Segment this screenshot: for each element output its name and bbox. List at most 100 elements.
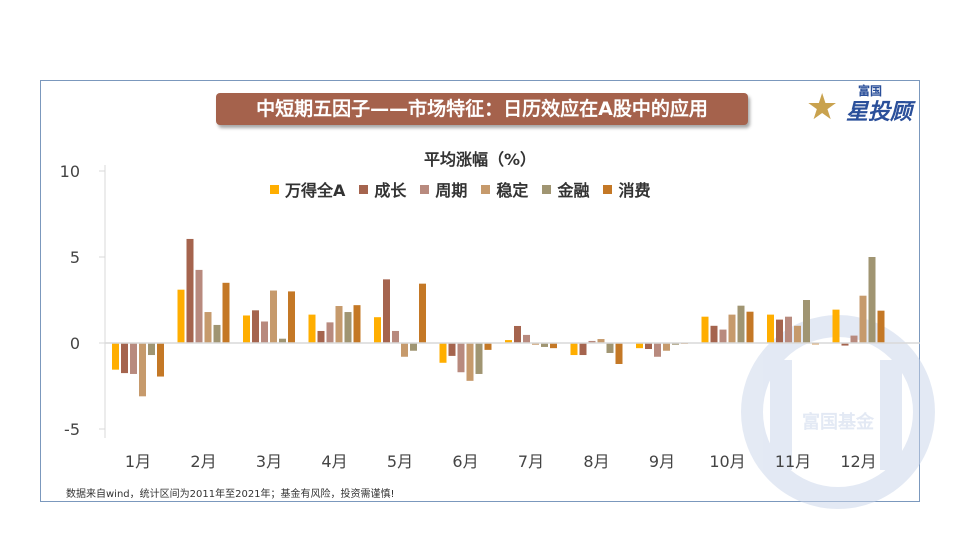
bar-周期-9月 <box>654 343 661 357</box>
x-tick-label: 8月 <box>583 452 609 471</box>
x-tick-label: 7月 <box>518 452 544 471</box>
bar-万得全A-9月 <box>636 343 643 349</box>
bar-稳定-2月 <box>204 312 212 343</box>
bar-周期-5月 <box>392 330 399 343</box>
bar-金融-10月 <box>737 305 745 343</box>
bar-万得全A-3月 <box>243 315 250 343</box>
legend-item: 金融 <box>542 177 589 201</box>
bar-稳定-12月 <box>859 295 867 343</box>
bar-周期-6月 <box>457 343 465 373</box>
y-tick-label: 10 <box>60 162 80 181</box>
bar-成长-6月 <box>448 343 456 356</box>
bar-周期-2月 <box>195 269 203 343</box>
bar-万得全A-10月 <box>701 316 709 343</box>
legend-swatch <box>420 184 430 194</box>
legend-item: 成长 <box>359 177 406 201</box>
bar-成长-10月 <box>710 325 718 343</box>
bar-稳定-7月 <box>532 343 539 345</box>
footnote: 数据来自wind，统计区间为2011年至2021年；基金有风险，投资需谨慎! <box>66 489 395 500</box>
bar-消费-12月 <box>877 310 885 343</box>
bar-成长-5月 <box>383 279 390 343</box>
legend-item: 万得全A <box>270 177 345 201</box>
x-tick-label: 9月 <box>649 452 675 471</box>
bar-金融-11月 <box>803 300 810 343</box>
bar-成长-8月 <box>579 343 587 356</box>
x-tick-label: 5月 <box>387 452 413 471</box>
bar-金融-7月 <box>541 343 548 347</box>
y-tick-label: -5 <box>64 420 80 439</box>
bar-稳定-4月 <box>335 306 343 343</box>
bar-万得全A-8月 <box>570 343 578 356</box>
bar-金融-6月 <box>475 343 483 374</box>
bar-稳定-11月 <box>794 325 801 343</box>
bar-万得全A-4月 <box>308 314 316 343</box>
bar-稳定-6月 <box>466 343 474 381</box>
legend-label: 成长 <box>374 181 407 200</box>
bar-周期-8月 <box>588 340 596 343</box>
bar-万得全A-12月 <box>832 309 840 343</box>
legend-label: 消费 <box>618 181 651 200</box>
bar-万得全A-7月 <box>505 340 512 343</box>
x-tick-label: 1月 <box>125 452 151 471</box>
bar-消费-3月 <box>288 291 295 343</box>
bar-成长-4月 <box>317 330 325 343</box>
bar-金融-8月 <box>606 343 614 353</box>
legend: 万得全A 成长 周期 稳定 金融 消费 <box>270 177 650 201</box>
bar-周期-12月 <box>850 335 858 343</box>
legend-label: 万得全A <box>285 181 346 200</box>
bar-金融-5月 <box>410 343 417 351</box>
legend-swatch <box>359 184 369 194</box>
bar-万得全A-2月 <box>177 289 185 343</box>
bar-消费-7月 <box>550 343 557 349</box>
legend-item: 周期 <box>420 177 467 201</box>
watermark-logo: 富国基金 <box>741 315 935 509</box>
star-icon: ★ <box>806 90 839 126</box>
bar-金融-4月 <box>344 312 352 343</box>
y-tick-label: 0 <box>70 334 80 353</box>
bar-成长-11月 <box>776 319 783 343</box>
legend-swatch <box>542 184 552 194</box>
bar-消费-1月 <box>157 343 164 377</box>
bar-稳定-8月 <box>597 339 605 343</box>
bar-周期-11月 <box>785 316 792 343</box>
bar-成长-12月 <box>841 343 849 346</box>
logo-big-text: 星投顾 <box>846 100 913 125</box>
legend-item: 消费 <box>603 177 650 201</box>
bar-消费-2月 <box>222 282 230 343</box>
bar-万得全A-6月 <box>439 343 447 363</box>
chart-frame <box>40 80 920 502</box>
y-tick-label: 5 <box>70 248 80 267</box>
bar-万得全A-5月 <box>374 317 381 343</box>
bar-金融-2月 <box>213 324 221 343</box>
bar-金融-9月 <box>672 343 679 345</box>
brand-logo: ★ 富国 星投顾 <box>806 84 916 130</box>
chart-subtitle: 平均涨幅（%） <box>423 150 537 169</box>
watermark-text: 富国基金 <box>802 411 875 433</box>
bar-周期-7月 <box>523 334 530 343</box>
legend-swatch <box>603 184 613 194</box>
bar-金融-1月 <box>148 343 155 356</box>
bar-周期-3月 <box>261 321 268 343</box>
legend-label: 稳定 <box>496 181 529 200</box>
legend-item: 稳定 <box>481 177 528 201</box>
bar-成长-2月 <box>186 238 194 343</box>
bar-成长-7月 <box>514 325 521 343</box>
bar-金融-12月 <box>868 257 876 343</box>
logo-small-text: 富国 <box>858 84 883 98</box>
legend-label: 周期 <box>435 181 468 200</box>
bar-周期-4月 <box>326 322 334 343</box>
legend-label: 金融 <box>557 181 590 200</box>
bar-稳定-10月 <box>728 314 736 343</box>
x-tick-label: 4月 <box>321 452 347 471</box>
bar-消费-5月 <box>419 283 426 343</box>
bar-周期-1月 <box>130 343 137 374</box>
bar-万得全A-1月 <box>112 343 119 370</box>
legend-swatch <box>481 184 491 194</box>
bar-消费-6月 <box>484 343 492 350</box>
x-tick-label: 12月 <box>840 452 876 471</box>
x-tick-label: 3月 <box>256 452 282 471</box>
x-tick-label: 10月 <box>709 452 745 471</box>
bar-消费-4月 <box>353 305 361 343</box>
bar-周期-10月 <box>719 329 727 343</box>
